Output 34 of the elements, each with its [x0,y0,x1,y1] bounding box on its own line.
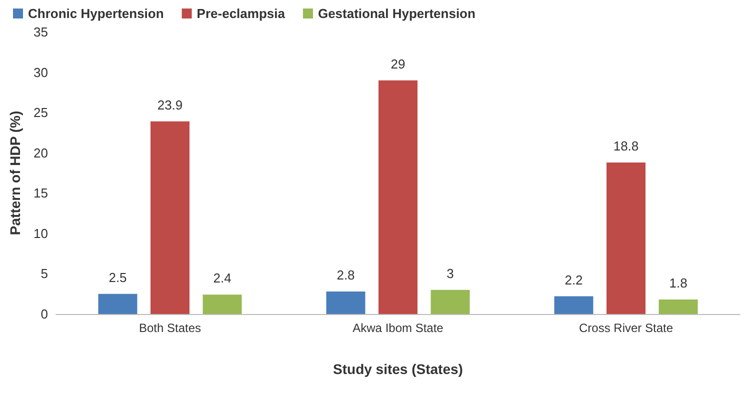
legend-label: Gestational Hypertension [318,6,476,21]
data-label: 29 [390,56,406,72]
y-tick-label: 5 [40,266,48,282]
x-tick-label: Cross River State [578,321,674,335]
bar [430,290,470,314]
bar [658,299,698,314]
y-tick-label: 25 [34,105,48,120]
data-label: 2.8 [336,267,355,282]
x-tick-label: Both States [138,321,202,335]
legend-label: Pre-eclampsia [196,6,286,21]
data-label: 3 [446,266,454,281]
y-tick-label: 15 [34,186,48,201]
bar [606,162,646,314]
data-label: 2.2 [564,272,583,288]
x-axis-title: Study sites (States) [333,361,463,377]
y-tick-label: 35 [34,24,48,40]
y-tick-label: 0 [40,306,48,322]
data-label: 2.5 [108,270,127,285]
y-tick-label: 20 [34,145,48,160]
y-tick-label: 10 [34,226,48,241]
bar [150,121,190,314]
bar [202,294,242,314]
bar [378,80,418,314]
bar [98,294,138,314]
legend-label: Chronic Hypertension [28,6,164,21]
data-label: 1.8 [669,275,688,290]
data-label: 2.4 [213,270,232,286]
y-tick-label: 30 [34,64,48,80]
data-label: 18.8 [613,138,639,154]
y-axis-title: Pattern of HDP (%) [7,110,23,236]
x-tick-label: Akwa Ibom State [352,321,444,335]
data-label: 23.9 [157,97,183,112]
bar [326,291,366,314]
bar [554,296,594,314]
